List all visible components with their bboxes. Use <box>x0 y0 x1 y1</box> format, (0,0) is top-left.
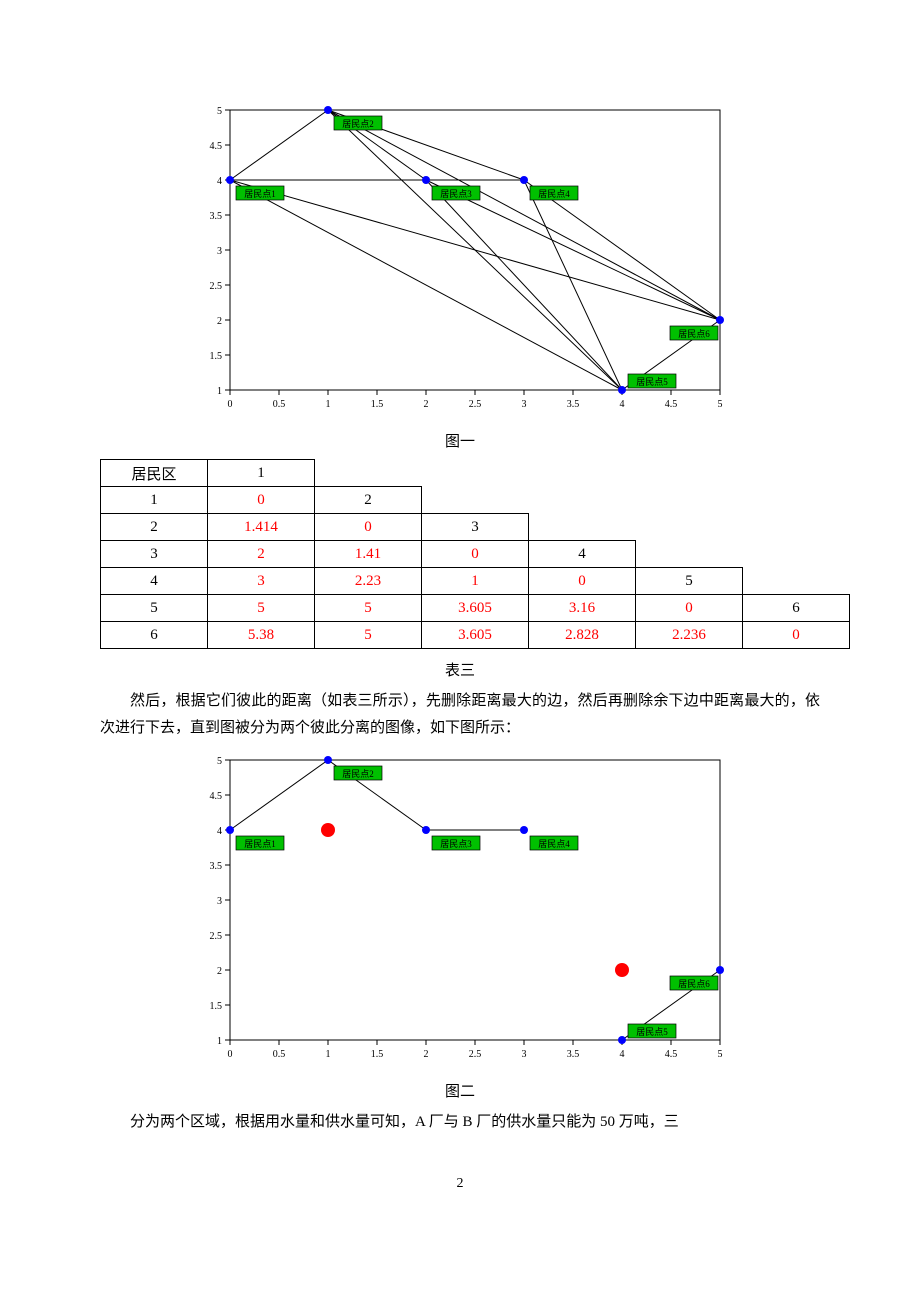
svg-text:2.5: 2.5 <box>210 931 223 942</box>
table-value: 0 <box>208 487 315 514</box>
table-col-header: 1 <box>208 460 315 487</box>
svg-text:3: 3 <box>217 896 222 907</box>
svg-text:1: 1 <box>217 386 222 397</box>
table-col-header: 6 <box>743 595 850 622</box>
svg-text:2: 2 <box>424 1049 429 1060</box>
table-value: 0 <box>315 514 422 541</box>
svg-text:4.5: 4.5 <box>665 399 678 410</box>
svg-text:5: 5 <box>217 106 222 117</box>
svg-text:居民点2: 居民点2 <box>342 119 374 129</box>
svg-text:4: 4 <box>217 826 222 837</box>
svg-text:5: 5 <box>718 399 723 410</box>
svg-text:4: 4 <box>217 176 222 187</box>
svg-text:2.5: 2.5 <box>469 1049 482 1060</box>
svg-text:居民点1: 居民点1 <box>244 189 276 199</box>
table-value: 2.23 <box>315 568 422 595</box>
svg-text:2: 2 <box>217 966 222 977</box>
table-value: 5.38 <box>208 622 315 649</box>
svg-text:2: 2 <box>424 399 429 410</box>
svg-text:5: 5 <box>718 1049 723 1060</box>
svg-text:居民点3: 居民点3 <box>440 839 472 849</box>
svg-text:居民点4: 居民点4 <box>538 839 570 849</box>
svg-text:4.5: 4.5 <box>665 1049 678 1060</box>
svg-text:3: 3 <box>522 399 527 410</box>
svg-text:1.5: 1.5 <box>371 399 384 410</box>
table-value: 5 <box>208 595 315 622</box>
svg-text:1: 1 <box>217 1036 222 1047</box>
svg-text:5: 5 <box>217 756 222 767</box>
figure-2-container: 0 0.5 1 1.5 2 2.5 3 3.5 4 4.5 5 1 1.5 2 2.5 3 3.5 4 4.5 5 居民… <box>100 750 820 1070</box>
svg-text:1: 1 <box>326 1049 331 1060</box>
table-value: 0 <box>743 622 850 649</box>
table-value: 1.41 <box>315 541 422 568</box>
table-col-header: 2 <box>315 487 422 514</box>
svg-text:居民点4: 居民点4 <box>538 189 570 199</box>
svg-text:3: 3 <box>522 1049 527 1060</box>
table-value: 3.16 <box>529 595 636 622</box>
svg-text:0: 0 <box>228 399 233 410</box>
table-value: 0 <box>422 541 529 568</box>
svg-text:2.5: 2.5 <box>210 281 223 292</box>
figure-2-caption: 图二 <box>100 1080 820 1101</box>
svg-text:4.5: 4.5 <box>210 791 223 802</box>
table-value: 3 <box>208 568 315 595</box>
table-row-label: 4 <box>101 568 208 595</box>
table-value: 5 <box>315 595 422 622</box>
svg-text:1.5: 1.5 <box>210 1001 223 1012</box>
svg-text:4.5: 4.5 <box>210 141 223 152</box>
distance-table: 居民区110221.41403321.4104432.231055553.605… <box>100 459 850 649</box>
svg-text:3: 3 <box>217 246 222 257</box>
figure-1-chart: 0 0.5 1 1.5 2 2.5 3 3.5 4 4.5 5 1 1.5 2 2.5 3 3.5 4 4.5 5 居民… <box>180 100 740 420</box>
svg-text:居民点5: 居民点5 <box>636 377 668 387</box>
svg-text:0: 0 <box>228 1049 233 1060</box>
paragraph-2: 分为两个区域，根据用水量和供水量可知，A 厂与 B 厂的供水量只能为 50 万吨… <box>100 1109 820 1136</box>
svg-text:1.5: 1.5 <box>210 351 223 362</box>
svg-text:居民点6: 居民点6 <box>678 979 710 989</box>
table-row-label: 5 <box>101 595 208 622</box>
svg-text:4: 4 <box>620 1049 625 1060</box>
table-value: 2.236 <box>636 622 743 649</box>
table-row-label: 3 <box>101 541 208 568</box>
svg-text:3.5: 3.5 <box>210 211 223 222</box>
svg-text:4: 4 <box>620 399 625 410</box>
svg-text:居民点2: 居民点2 <box>342 769 374 779</box>
table-value: 1 <box>422 568 529 595</box>
svg-text:0.5: 0.5 <box>273 1049 286 1060</box>
svg-text:居民点3: 居民点3 <box>440 189 472 199</box>
svg-text:2: 2 <box>217 316 222 327</box>
table-value: 0 <box>636 595 743 622</box>
table-value: 3.605 <box>422 595 529 622</box>
paragraph-1: 然后，根据它们彼此的距离（如表三所示），先删除距离最大的边，然后再删除余下边中距… <box>100 688 820 742</box>
table-col-header: 3 <box>422 514 529 541</box>
svg-text:2.5: 2.5 <box>469 399 482 410</box>
table-col-header: 4 <box>529 541 636 568</box>
figure-1-caption: 图一 <box>100 430 820 451</box>
page-root: 00.511.522.533.544.5511.522.533.544.55居民… <box>0 0 920 1232</box>
table-col-header: 5 <box>636 568 743 595</box>
table-header-label: 居民区 <box>101 460 208 487</box>
page-number: 2 <box>100 1176 820 1192</box>
table-caption: 表三 <box>100 659 820 680</box>
svg-text:3.5: 3.5 <box>567 399 580 410</box>
svg-text:3.5: 3.5 <box>567 1049 580 1060</box>
svg-text:0.5: 0.5 <box>273 399 286 410</box>
table-row-label: 1 <box>101 487 208 514</box>
table-value: 2.828 <box>529 622 636 649</box>
table-value: 5 <box>315 622 422 649</box>
table-value: 0 <box>529 568 636 595</box>
table-value: 1.414 <box>208 514 315 541</box>
table-value: 2 <box>208 541 315 568</box>
figure-2-chart: 0 0.5 1 1.5 2 2.5 3 3.5 4 4.5 5 1 1.5 2 2.5 3 3.5 4 4.5 5 居民… <box>180 750 740 1070</box>
svg-text:1.5: 1.5 <box>371 1049 384 1060</box>
svg-text:1: 1 <box>326 399 331 410</box>
table-row-label: 2 <box>101 514 208 541</box>
figure-1-container: 0 0.5 1 1.5 2 2.5 3 3.5 4 4.5 5 1 1.5 2 2.5 3 3.5 4 4.5 5 居民… <box>100 100 820 420</box>
table-value: 3.605 <box>422 622 529 649</box>
svg-text:居民点6: 居民点6 <box>678 329 710 339</box>
svg-text:居民点5: 居民点5 <box>636 1027 668 1037</box>
svg-text:3.5: 3.5 <box>210 861 223 872</box>
svg-text:居民点1: 居民点1 <box>244 839 276 849</box>
table-row-label: 6 <box>101 622 208 649</box>
